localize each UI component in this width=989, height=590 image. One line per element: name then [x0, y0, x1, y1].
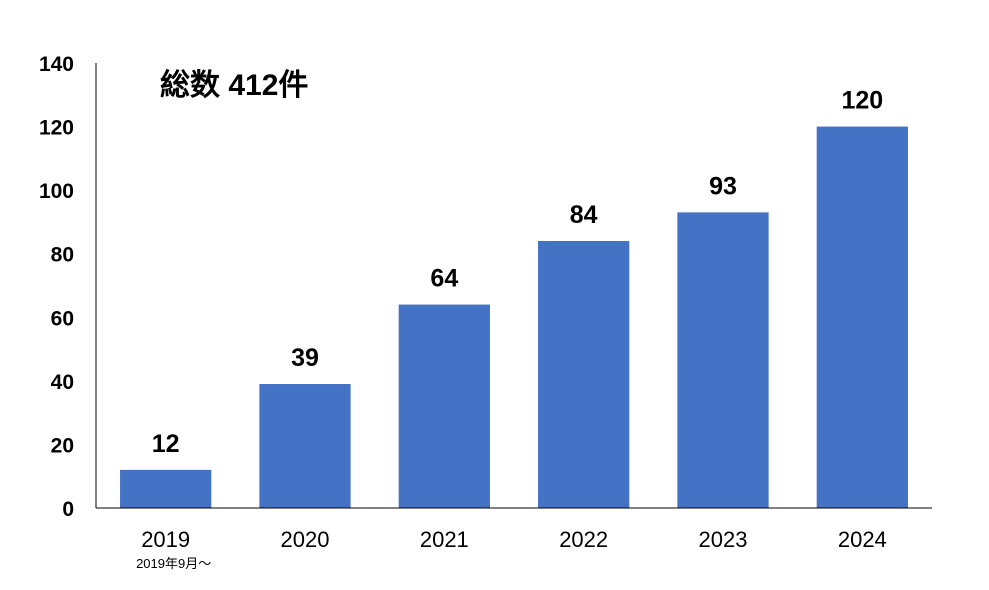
x-tick-label: 2024	[838, 527, 887, 552]
y-tick-label: 120	[39, 117, 74, 140]
total-annotation: 総数 412件	[160, 69, 308, 102]
bars	[120, 126, 908, 509]
x-tick-label: 2022	[559, 527, 608, 552]
y-axis-ticks: 0 20 40 60 80 100 120 140	[39, 53, 74, 521]
bar-value-label: 12	[152, 430, 180, 458]
x-axis-ticks: 2019 2019年9月～ 2020 2021 2022 2023 2024	[136, 527, 887, 571]
y-tick-label: 20	[51, 434, 74, 457]
bar	[538, 241, 630, 508]
bar	[677, 212, 769, 508]
bar	[259, 384, 351, 508]
y-tick-label: 80	[51, 244, 74, 267]
x-tick-label: 2019	[141, 527, 190, 552]
y-tick-label: 100	[39, 180, 74, 203]
x-tick-label: 2023	[699, 527, 748, 552]
bar-value-label: 84	[570, 201, 598, 229]
bar-value-label: 93	[709, 172, 737, 200]
y-tick-label: 140	[39, 53, 74, 76]
bar-value-labels: 12 39 64 84 93 120	[152, 87, 883, 458]
x-tick-note: 2019年9月～	[136, 556, 211, 571]
bar-value-label: 64	[430, 265, 458, 293]
bar-value-label: 39	[291, 344, 319, 372]
y-tick-label: 0	[62, 498, 74, 521]
bar-value-label: 120	[841, 87, 883, 115]
bar	[816, 126, 908, 509]
bar	[398, 304, 490, 508]
x-tick-label: 2020	[281, 527, 330, 552]
bar	[120, 469, 212, 508]
y-tick-label: 60	[51, 307, 74, 330]
y-tick-label: 40	[51, 371, 74, 394]
x-tick-label: 2021	[420, 527, 469, 552]
